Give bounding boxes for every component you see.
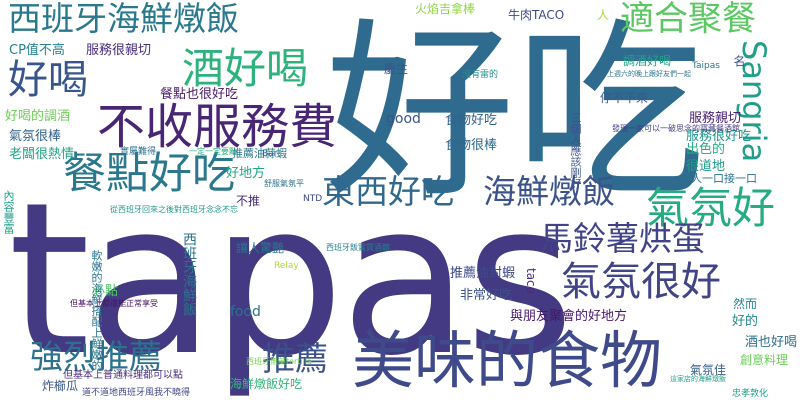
word-chuangyi-liaoli: 創意料理 <box>740 353 789 367</box>
word-tiaojiu-haohe: 調酒好喝 <box>623 54 672 68</box>
word-taipas: Taipas <box>692 61 720 71</box>
word-putong-liaoli: 但基本上普通料理都可以點 <box>63 370 183 381</box>
word-qianglie-tuijian: 強烈推薦 <box>30 337 162 376</box>
word-hen-daodi: 很道地 <box>686 159 726 174</box>
word-haochi: 好吃 <box>325 2 706 223</box>
word-qifen-jia: 氣氛佳 <box>690 363 727 377</box>
word-zha-zhigua: 炸櫛瓜 <box>42 379 79 393</box>
word-qingsheng: 慶生 <box>384 62 409 76</box>
word-zhengchang-xiangshou: 但基本上都還能正常享受 <box>70 299 158 308</box>
word-neirong-fengfu: 內容豐富 <box>2 190 15 234</box>
word-laoban-hen-reqing: 老闆很熱情 <box>9 147 75 162</box>
word-hao-difang: 好地方 <box>226 166 266 181</box>
word-bidian: 必點 <box>92 284 119 299</box>
word-tuijian: 推薦 <box>262 339 328 378</box>
word-ming: 名 <box>732 55 746 67</box>
word-fuwu-hen-haochi: 服務很好吃 <box>686 129 752 144</box>
word-meiwei-de-shiwu: 美味的食物 <box>352 324 663 397</box>
word-rang-ren-jingyan: 讓人驚艷 <box>236 241 285 255</box>
word-meiyou-lei-de: 沒有雷的 <box>462 70 499 80</box>
word-tapas: tapas <box>8 157 574 400</box>
word-ren: 人 <box>597 8 610 22</box>
word-rang-ren-yikou: 讓人一口接一口 <box>680 172 757 185</box>
word-haohe-de-tiaojiu: 好喝的調酒 <box>5 109 71 124</box>
word-feichang-haochi: 非常好吃 <box>460 288 513 303</box>
word-haixian-dunfan: 海鮮燉飯 <box>483 172 615 211</box>
word-sangria: Sangria <box>735 40 773 163</box>
word-jiu-ye-haohe: 酒也好喝 <box>745 335 798 350</box>
word-food: food <box>230 304 261 320</box>
word-pengyou-juhui: 與朋友聚會的好地方 <box>510 309 628 324</box>
word-relay: Relay <box>274 261 299 271</box>
word-ruannen: 軟嫩的海鮮搭配上鮮嫩的 <box>90 250 103 371</box>
word-shihe-jucan: 適合聚餐 <box>620 0 756 39</box>
word-tuijian-youfengxia: 推薦油封蝦 <box>450 266 516 281</box>
word-malingshu-hongdan: 馬鈴薯烘蛋 <box>540 219 705 258</box>
word-niurou-taco: 牛肉TACO <box>508 8 565 22</box>
word-yiding-yao-dian: 一定一定要點 <box>189 147 237 156</box>
word-xibanya-haixian-dunfan: 西班牙海鮮燉飯 <box>8 0 239 38</box>
word-candian-haochi: 餐點好吃 <box>63 149 235 199</box>
word-fuwu-qinqie: 服務親切 <box>689 111 742 126</box>
word-zhongxiao-dunhua: 忠孝敦化 <box>732 389 769 399</box>
word-sange-ren: 三個人應該剛好 <box>569 112 582 189</box>
word-tuijian-yousuanxia: 推薦油蒜蝦 <box>232 147 287 160</box>
word-hao-de: 好的 <box>732 314 759 329</box>
word-huoyan-jinabang: 火焰吉拿棒 <box>415 2 476 16</box>
word-ranner: 然而 <box>733 297 758 311</box>
word-candian-ye-hen-haochi: 餐點也很好吃 <box>160 87 239 102</box>
word-shishu-nande: 實屬難得 <box>120 147 157 157</box>
word-shufu-qifen: 舒服氣氛平 <box>264 179 304 188</box>
word-butui: 不推 <box>236 194 261 208</box>
word-jiuguan: 西班牙飯實質酒館 <box>326 243 390 252</box>
word-shiwu-haochi: 食物好吃 <box>445 113 498 128</box>
word-qifen-hao: 氣氛好 <box>646 184 775 234</box>
word-taco: taco <box>524 268 538 294</box>
word-haohe: 好喝 <box>8 57 88 103</box>
word-cp-zhi-bugao: CP值不高 <box>9 43 65 58</box>
word-shangzhouliu: 上週六的晚上跟好友們一起 <box>607 70 691 78</box>
word-good: good <box>386 111 421 127</box>
word-jiu-haohe: 酒好喝 <box>182 44 309 93</box>
word-nianbuwang: 從西班牙回來之後對西班牙念念不忘 <box>110 205 238 214</box>
word-fuwu-hen-qinqie: 服務很親切 <box>86 43 152 58</box>
word-qifen-henbang: 氣氛很棒 <box>9 129 62 144</box>
word-zhejiadian: 這家店的海鮮燉飯 <box>670 375 726 383</box>
word-dongxi-haochi: 東西好吃 <box>322 172 454 211</box>
word-tingbuxialai: 停不下來 <box>600 91 649 105</box>
word-ntd: NTD <box>303 194 323 204</box>
word-budaodi: 道不道地西班牙風我不曉得 <box>82 388 191 398</box>
word-baozang: 發現一家可以一破思念的寶藏餐酒館 <box>612 124 740 133</box>
word-bar: Bar <box>262 149 278 159</box>
word-shiwu-henbang: 食物很棒 <box>445 138 498 153</box>
word-haixian-dunfan-haochi: 海鮮燉飯好吃 <box>230 377 303 391</box>
word-xibanya-haixianfan: 西班牙海鮮飯 <box>181 232 197 316</box>
word-chuse-de: 出色的 <box>686 142 726 157</box>
word-bushou-fuwufei: 不收服務費 <box>97 99 338 155</box>
word-tortilla: 西班牙無英tortilla <box>246 357 313 366</box>
word-qifen-henhao: 氣氛很好 <box>561 259 721 305</box>
